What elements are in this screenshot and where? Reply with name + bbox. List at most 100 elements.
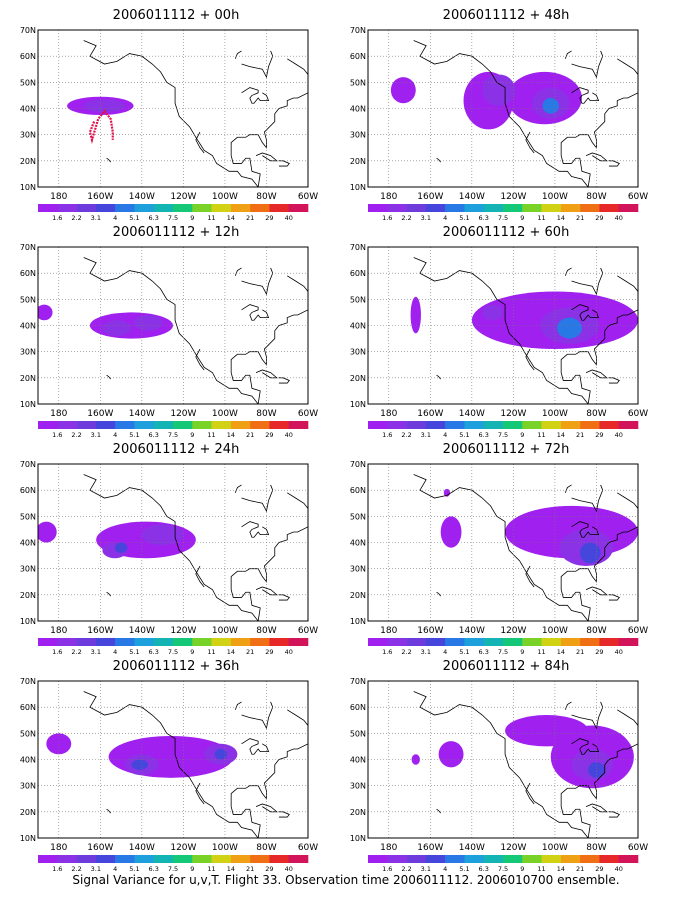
colorbar-swatch <box>599 638 620 646</box>
colorbar-label: 11 <box>537 431 545 437</box>
colorbar-label: 4 <box>113 431 117 437</box>
coastline <box>83 257 259 404</box>
colorbar-swatch <box>464 638 485 646</box>
colorbar-label: 11 <box>207 214 215 220</box>
variance-blob <box>114 542 128 553</box>
colorbar-swatch <box>115 638 135 646</box>
x-tick-label: 80W <box>586 192 606 202</box>
map-chart: 180 160W 140W 120W 100W 80W 60W 10N 20N 30N 40N 50N… <box>20 26 318 222</box>
colorbar-label: 29 <box>265 648 273 654</box>
plot-area <box>38 474 308 621</box>
colorbar-label: 40 <box>615 431 623 437</box>
panel-5: 2006011112 + 72h 180 160W 140W 120W 100W 80W 6… <box>346 442 666 656</box>
colorbar-label: 21 <box>576 648 584 654</box>
coastline <box>83 474 259 621</box>
panel-6: 2006011112 + 36h 180 160W 140W 120W 100W 80W 6… <box>16 659 336 873</box>
coastline <box>560 309 638 404</box>
variance-blob <box>131 759 149 770</box>
colorbar-swatch <box>115 204 135 212</box>
x-tick-label: 180 <box>380 626 397 636</box>
colorbar-swatch <box>503 638 523 646</box>
plot-area <box>390 40 638 187</box>
panel-title: 2006011112 + 36h <box>112 659 240 674</box>
plot-frame <box>367 29 639 188</box>
coastline <box>241 50 274 79</box>
colorbar-swatch <box>153 855 174 863</box>
colorbar-label: 9 <box>190 648 194 654</box>
colorbar-swatch <box>134 638 155 646</box>
colorbar-label: 6.3 <box>479 431 489 437</box>
map-chart: 180 160W 140W 120W 100W 80W 60W 10N 20N 30N 40N 50N… <box>20 460 318 656</box>
coastline <box>560 92 638 187</box>
y-tick-label: 30N <box>20 782 36 791</box>
coastline <box>608 811 620 818</box>
coastline <box>436 591 442 597</box>
panel-0: 2006011112 + 00h 180 160W 140W 120W 100W 80W 6… <box>16 8 336 222</box>
colorbar-swatch <box>406 204 427 212</box>
colorbar-swatch <box>503 421 523 429</box>
colorbar-label: 4 <box>443 648 447 654</box>
x-tick-label: 140W <box>459 409 485 419</box>
map-chart: 180 160W 140W 120W 100W 80W 60W 10N 20N 30N 40N 50N… <box>350 460 648 656</box>
colorbar-swatch <box>288 855 309 863</box>
colorbar-swatch <box>288 421 309 429</box>
coastline <box>436 374 442 380</box>
colorbar-swatch <box>38 638 58 646</box>
panel-title: 2006011112 + 72h <box>442 442 570 457</box>
coastline <box>106 591 112 597</box>
colorbar-label: 4 <box>443 214 447 220</box>
panel-7: 2006011112 + 84h 180 160W 140W 120W 100W 80W 6… <box>346 659 666 873</box>
colorbar-swatch <box>57 204 77 212</box>
map-chart: 180 160W 140W 120W 100W 80W 60W 10N 20N 30N 40N 50N… <box>20 677 318 873</box>
y-tick-label: 50N <box>350 78 366 87</box>
x-tick-label: 120W <box>500 409 526 419</box>
colorbar-label: 3.1 <box>91 431 101 437</box>
colorbar-label: 7.5 <box>498 214 508 220</box>
colorbar-label: 4 <box>113 648 117 654</box>
panel-title: 2006011112 + 48h <box>442 8 570 23</box>
colorbar-swatch <box>522 638 542 646</box>
colorbar-label: 11 <box>207 431 215 437</box>
colorbar-label: 4 <box>113 214 117 220</box>
y-tick-label: 10N <box>350 617 366 626</box>
coastline <box>571 87 600 104</box>
coastline <box>241 701 274 730</box>
variance-blob <box>482 74 516 106</box>
x-tick-label: 140W <box>459 192 485 202</box>
colorbar-label: 1.6 <box>382 648 392 654</box>
colorbar-swatch <box>38 421 58 429</box>
colorbar-swatch <box>288 638 309 646</box>
plot-area <box>46 691 308 838</box>
panel-title: 2006011112 + 24h <box>112 442 240 457</box>
y-tick-label: 40N <box>20 105 36 114</box>
coastline <box>278 160 290 167</box>
plot-area <box>413 474 638 621</box>
colorbar-label: 6.3 <box>149 648 159 654</box>
coastline <box>278 811 290 818</box>
colorbar-label: 29 <box>595 431 603 437</box>
colorbar-swatch <box>95 638 116 646</box>
panel-title: 2006011112 + 84h <box>442 659 570 674</box>
colorbar-swatch <box>599 855 620 863</box>
panel-2: 2006011112 + 12h 180 160W 140W 120W 100W 80W 6… <box>16 225 336 439</box>
variance-blob <box>410 296 421 334</box>
y-tick-label: 10N <box>20 617 36 626</box>
variance-blob <box>542 98 560 114</box>
coastline <box>83 40 259 187</box>
y-tick-label: 40N <box>20 322 36 331</box>
y-tick-label: 40N <box>350 539 366 548</box>
colorbar-label: 11 <box>207 648 215 654</box>
x-tick-label: 120W <box>170 409 196 419</box>
x-tick-label: 60W <box>628 409 648 419</box>
coastline <box>230 743 308 838</box>
colorbar-swatch <box>57 421 77 429</box>
coastline <box>525 131 535 154</box>
colorbar-swatch <box>211 638 232 646</box>
colorbar-label: 7.5 <box>168 214 178 220</box>
coastline <box>525 565 535 588</box>
colorbar-swatch <box>230 638 251 646</box>
colorbar-swatch <box>269 204 290 212</box>
colorbar-label: 40 <box>615 648 623 654</box>
colorbar-swatch <box>425 204 446 212</box>
colorbar-swatch <box>368 204 388 212</box>
